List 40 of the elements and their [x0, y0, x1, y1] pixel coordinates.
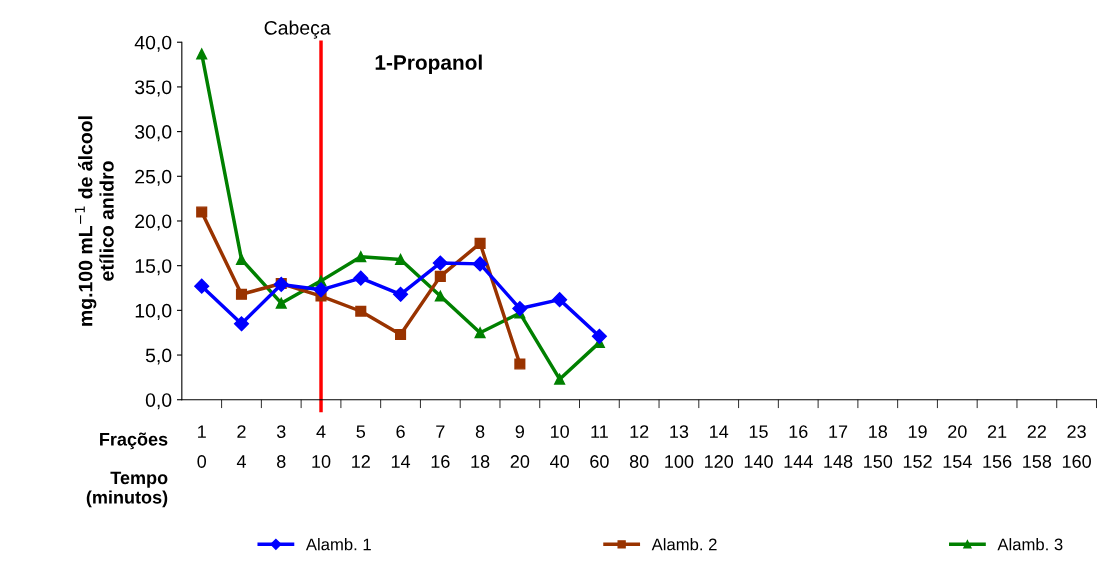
y-tick-label: 10,0 [135, 303, 172, 320]
x-tick-label: 8 18 [471, 425, 490, 468]
x-tick-label: 17 148 [824, 425, 853, 468]
ref-line-label: Cabeça [264, 20, 331, 39]
x-tick-label: 22 158 [1023, 425, 1052, 468]
y-tick-label: 35,0 [135, 80, 172, 97]
x-tick-label: 11 60 [590, 425, 609, 468]
text: Tempo (minutos) [86, 471, 168, 508]
y-tick-label: 0,0 [145, 393, 172, 410]
x-tick-label: 18 150 [864, 425, 893, 468]
x-tick-label: 2 4 [236, 425, 246, 468]
x-tick-label: 9 20 [510, 425, 530, 468]
legend-label: Alamb. 3 [997, 538, 1063, 551]
y-tick-label: 20,0 [135, 214, 172, 231]
y-tick-label: 5,0 [145, 348, 172, 365]
y-tick-label: 40,0 [134, 35, 172, 52]
x-tick-label: 6 14 [391, 425, 411, 468]
x-tick-label: 3 8 [276, 425, 286, 468]
y-axis-title: mg.100 mL$^{−1}$ de álcool etílico anidro [74, 116, 114, 326]
x-tick-label: 20 154 [943, 425, 972, 468]
x-tick-label: 5 12 [352, 425, 370, 468]
x-tick-label: 10 40 [550, 425, 569, 468]
legend-label: Alamb. 1 [305, 538, 371, 551]
text: Frações [100, 432, 168, 450]
y-tick-label: 25,0 [135, 169, 172, 186]
x-tick-label: 1 0 [197, 425, 207, 468]
x-tick-label: 7 16 [431, 425, 450, 468]
x-tick-label: 19 152 [903, 425, 932, 468]
x-tick-label: 16 144 [784, 425, 813, 468]
x-tick-label: 23 160 [1062, 425, 1091, 468]
y-tick-label: 15,0 [135, 259, 172, 276]
x-tick-label: 13 100 [665, 425, 694, 468]
x-tick-label: 15 140 [744, 425, 773, 468]
text: 1-Propanol [375, 54, 482, 74]
y-tick-label: 30,0 [135, 125, 172, 142]
x-tick-label: 21 156 [983, 425, 1012, 468]
x-tick-label: 12 80 [629, 425, 649, 468]
x-tick-label: 4 10 [312, 425, 331, 468]
legend-label: Alamb. 2 [651, 538, 717, 551]
x-tick-label: 14 120 [705, 425, 734, 468]
